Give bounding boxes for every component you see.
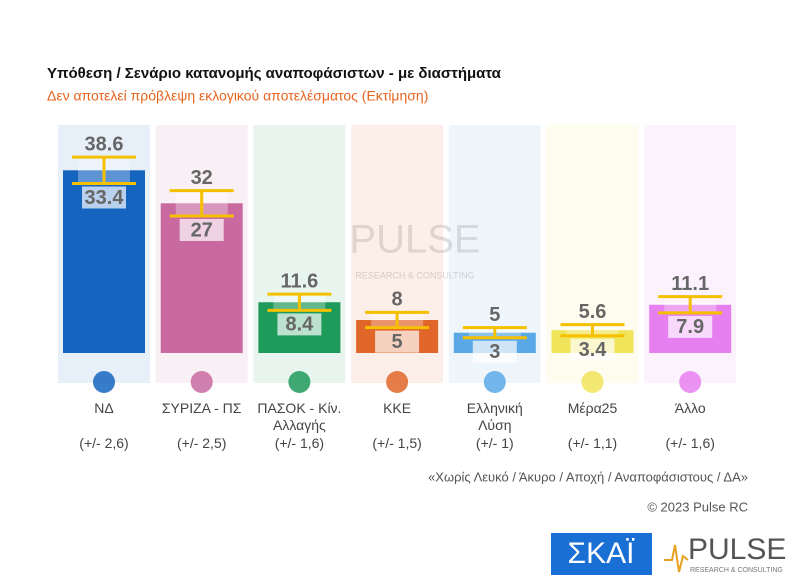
watermark: PULSE [349,218,480,262]
party-icon [483,371,506,393]
high-label: 11.1 [671,273,709,295]
low-label-box [277,313,322,336]
party-icon [288,371,311,393]
party-icon [581,371,604,393]
low-label-box [472,340,517,363]
low-label: 5 [392,331,403,353]
low-label: 33.4 [85,187,125,209]
category-label: ΝΔ [94,400,114,416]
low-label-box [375,330,420,353]
category-label: ΚΚΕ [383,400,412,416]
error-label: (+/- 1,6) [274,435,325,451]
high-label: 38.6 [85,133,124,155]
chart-title: Υπόθεση / Σενάριο κατανομής αναποφάσιστω… [47,65,502,82]
party-icon [190,371,213,393]
error-label: (+/- 1,6) [665,435,715,451]
category-label: Ελληνική Λύση [466,400,523,433]
error-label: (+/- 1,5) [372,435,422,451]
category-label: ΠΑΣΟΚ - Κίν. Αλλαγής [257,400,342,433]
low-label-box [82,186,126,209]
low-label: 3.4 [579,339,608,361]
high-label: 5 [489,304,500,326]
high-label: 32 [191,167,213,189]
category-label: Άλλο [674,400,706,416]
low-label: 27 [191,219,213,241]
skai-logo-box [551,533,652,575]
pulse-logo-sub: RESEARCH & CONSULTING [690,567,783,574]
party-icon [93,371,115,393]
high-label: 5.6 [579,301,607,323]
party-icon [679,371,702,393]
error-label: (+/- 2,6) [79,435,129,451]
low-label: 7.9 [676,316,704,338]
low-label-box [570,338,615,361]
copyright: © 2023 Pulse RC [647,499,748,514]
watermark-sub: RESEARCH & CONSULTING [355,270,474,280]
high-label: 11.6 [280,270,318,292]
party-icon [386,371,409,393]
error-label: (+/- 1) [475,435,514,451]
pulse-logo-icon [664,544,689,573]
category-label: ΣΥΡΙΖΑ - ΠΣ [161,400,242,416]
high-label: 8 [392,289,403,311]
skai-logo: ΣΚΑΪ [568,537,636,570]
pulse-logo: PULSE [688,533,786,566]
error-label: (+/- 2,5) [176,435,227,451]
low-label-box [179,218,224,241]
error-label: (+/- 1,1) [567,435,618,451]
category-label: Μέρα25 [567,400,618,416]
low-label-box [668,315,713,338]
chart-subtitle: Δεν αποτελεί πρόβλεψη εκλογικού αποτελέσ… [47,88,428,104]
low-label: 8.4 [285,314,314,336]
low-label: 3 [489,341,500,363]
footnote: «Χωρίς Λευκό / Άκυρο / Αποχή / Αναποφάσι… [428,469,748,484]
